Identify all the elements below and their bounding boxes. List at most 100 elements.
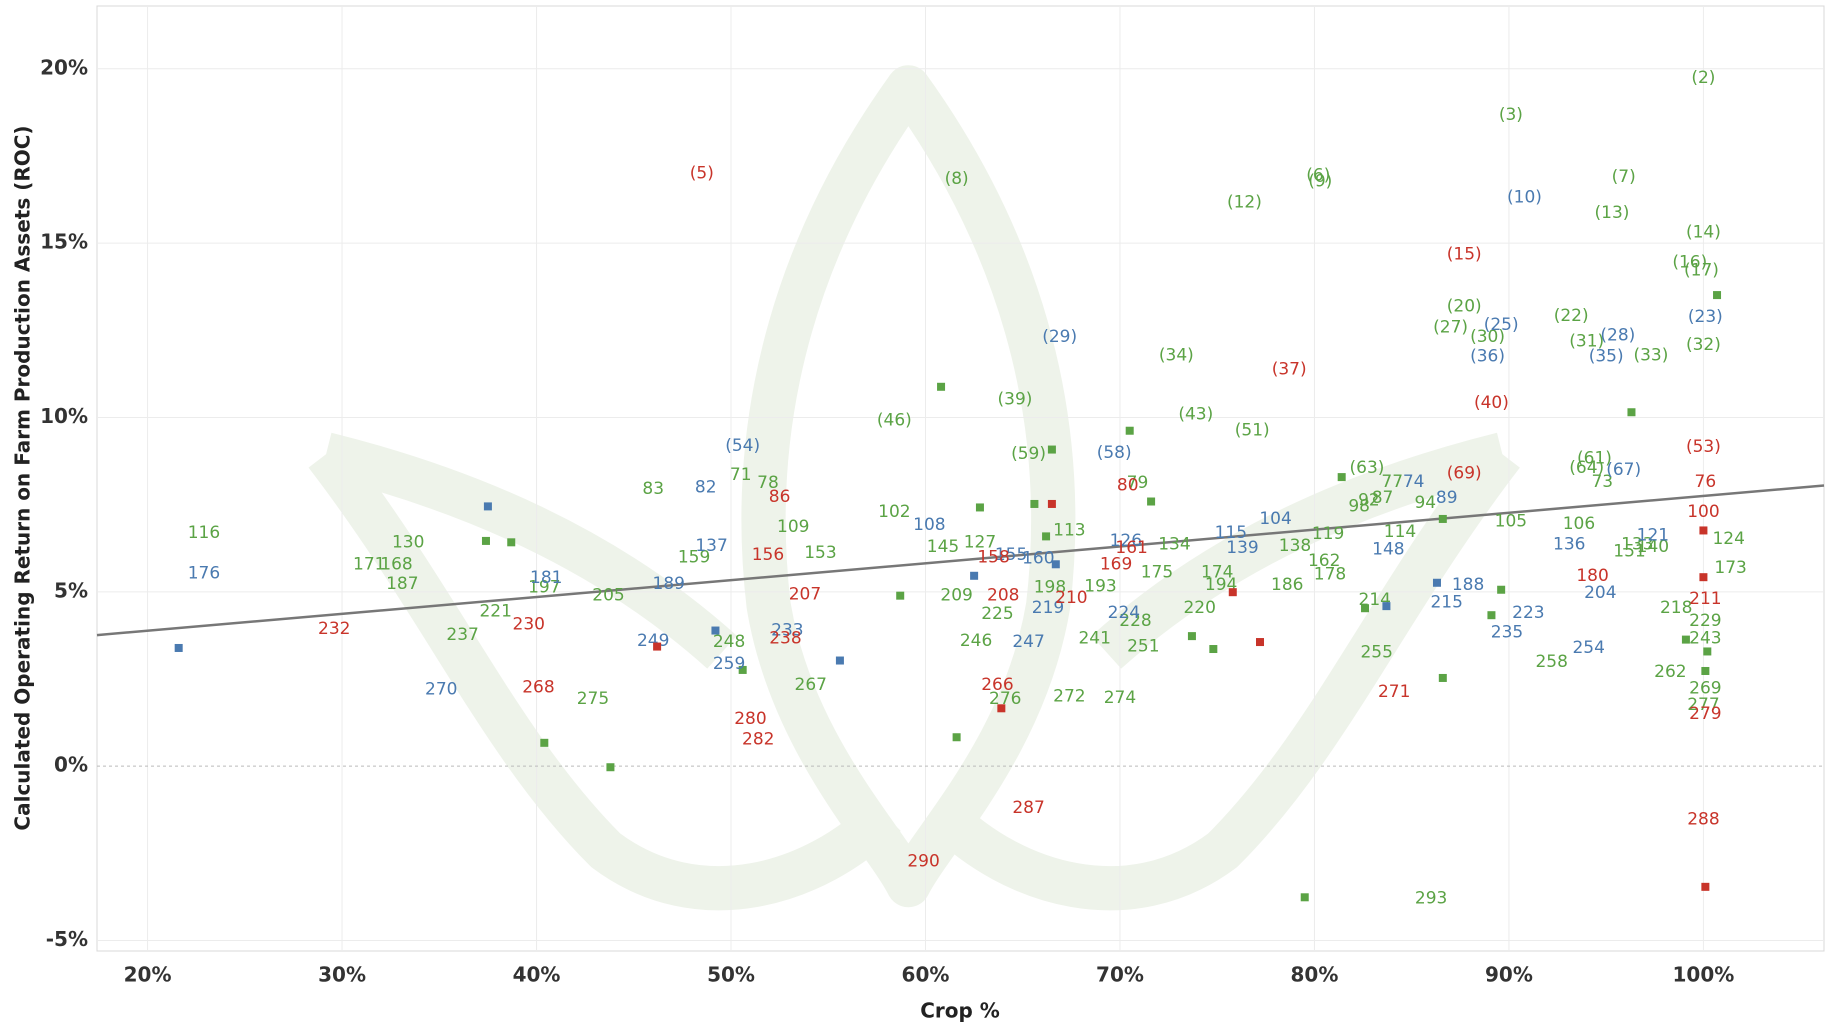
x-tick-label: 80%: [1291, 963, 1339, 987]
point-label: 205: [592, 586, 624, 606]
point-label: 225: [981, 604, 1013, 624]
point-label: 80: [1117, 475, 1139, 495]
point-marker: [1300, 893, 1309, 902]
point-marker: [1703, 647, 1712, 656]
point-marker: [1713, 291, 1722, 300]
x-tick-label: 70%: [1096, 963, 1144, 987]
point-label: 267: [795, 675, 827, 695]
x-axis-title: Crop %: [920, 999, 1000, 1023]
x-tick-label: 30%: [318, 963, 366, 987]
point-label: 221: [479, 602, 511, 622]
point-label: 124: [1712, 529, 1744, 549]
point-label: (37): [1272, 359, 1307, 379]
point-label: 136: [1553, 534, 1585, 554]
point-label: (13): [1595, 203, 1630, 223]
point-label: 209: [940, 586, 972, 606]
point-marker: [1228, 588, 1237, 597]
point-label: (63): [1350, 458, 1385, 478]
point-marker: [937, 382, 946, 391]
point-marker: [1681, 635, 1690, 644]
point-label: 140: [1637, 537, 1669, 557]
point-label: 176: [188, 564, 220, 584]
point-marker: [1699, 573, 1708, 582]
point-label: 254: [1572, 638, 1604, 658]
point-label: (22): [1554, 306, 1589, 326]
point-label: 207: [789, 584, 821, 604]
point-label: 76: [1695, 472, 1717, 492]
watermark-logo: [308, 65, 1520, 911]
point-label: (61): [1577, 449, 1612, 469]
point-label: 230: [513, 615, 545, 635]
point-label: 119: [1312, 524, 1344, 544]
point-label: (23): [1688, 307, 1723, 327]
point-label: 276: [989, 689, 1021, 709]
y-tick-label: 0%: [54, 753, 88, 777]
point-label: 272: [1053, 686, 1085, 706]
point-marker: [1432, 578, 1441, 587]
point-label: 241: [1078, 629, 1110, 649]
point-label: 180: [1576, 566, 1608, 586]
point-label: 133: [1621, 534, 1653, 554]
point-label: 113: [1053, 520, 1085, 540]
point-label: 121: [1637, 525, 1669, 545]
point-label: (29): [1042, 327, 1077, 347]
point-marker: [711, 626, 720, 635]
point-label: 232: [318, 619, 350, 639]
point-label: (51): [1235, 421, 1270, 441]
point-label: 104: [1259, 509, 1291, 529]
point-label: 223: [1512, 603, 1544, 623]
point-label: 139: [1226, 538, 1258, 558]
logo-leaf: [308, 440, 901, 911]
point-label: 266: [981, 675, 1013, 695]
point-label: 116: [188, 523, 220, 543]
point-marker: [1256, 638, 1265, 647]
point-label: (43): [1178, 405, 1213, 425]
point-label: 114: [1384, 522, 1416, 542]
point-label: 138: [1279, 536, 1311, 556]
point-label: 161: [1115, 538, 1147, 558]
x-tick-label: 40%: [513, 963, 561, 987]
point-label: 238: [769, 629, 801, 649]
point-label: 168: [380, 554, 412, 574]
point-label: 83: [642, 479, 664, 499]
point-label: 78: [757, 473, 779, 493]
point-label: 282: [742, 729, 774, 749]
point-label: (36): [1470, 346, 1505, 366]
point-label: 237: [446, 625, 478, 645]
point-marker: [1051, 560, 1060, 569]
point-marker: [1361, 604, 1370, 613]
point-label: 162: [1308, 551, 1340, 571]
point-marker: [1147, 497, 1156, 506]
y-axis-title: Calculated Operating Return on Farm Prod…: [11, 125, 35, 830]
point-label: 259: [713, 654, 745, 674]
point-label: 100: [1687, 502, 1719, 522]
point-label: 181: [530, 568, 562, 588]
x-tick-label: 20%: [124, 963, 172, 987]
point-marker: [174, 643, 183, 652]
point-label: 153: [804, 543, 836, 563]
point-label: 134: [1158, 534, 1190, 554]
point-label: 130: [392, 532, 424, 552]
point-label: 126: [1110, 531, 1142, 551]
point-marker: [1487, 611, 1496, 620]
point-label: 262: [1654, 662, 1686, 682]
point-label: (40): [1474, 393, 1509, 413]
y-tick-label: 15%: [40, 230, 88, 254]
point-marker: [970, 571, 979, 580]
point-label: (10): [1507, 187, 1542, 207]
point-label: 210: [1055, 588, 1087, 608]
point-label: 86: [769, 487, 791, 507]
point-label: (58): [1097, 443, 1132, 463]
point-label: 148: [1372, 539, 1404, 559]
point-label: 220: [1183, 598, 1215, 618]
point-label: 249: [637, 631, 669, 651]
point-label: 229: [1689, 611, 1721, 631]
point-marker: [653, 642, 662, 651]
point-label: (34): [1159, 345, 1194, 365]
point-marker: [1209, 645, 1218, 654]
point-label: 151: [1613, 541, 1645, 561]
point-label: (54): [725, 436, 760, 456]
point-label: 270: [425, 679, 457, 699]
point-label: 98: [1348, 496, 1370, 516]
point-label: 79: [1127, 473, 1149, 493]
